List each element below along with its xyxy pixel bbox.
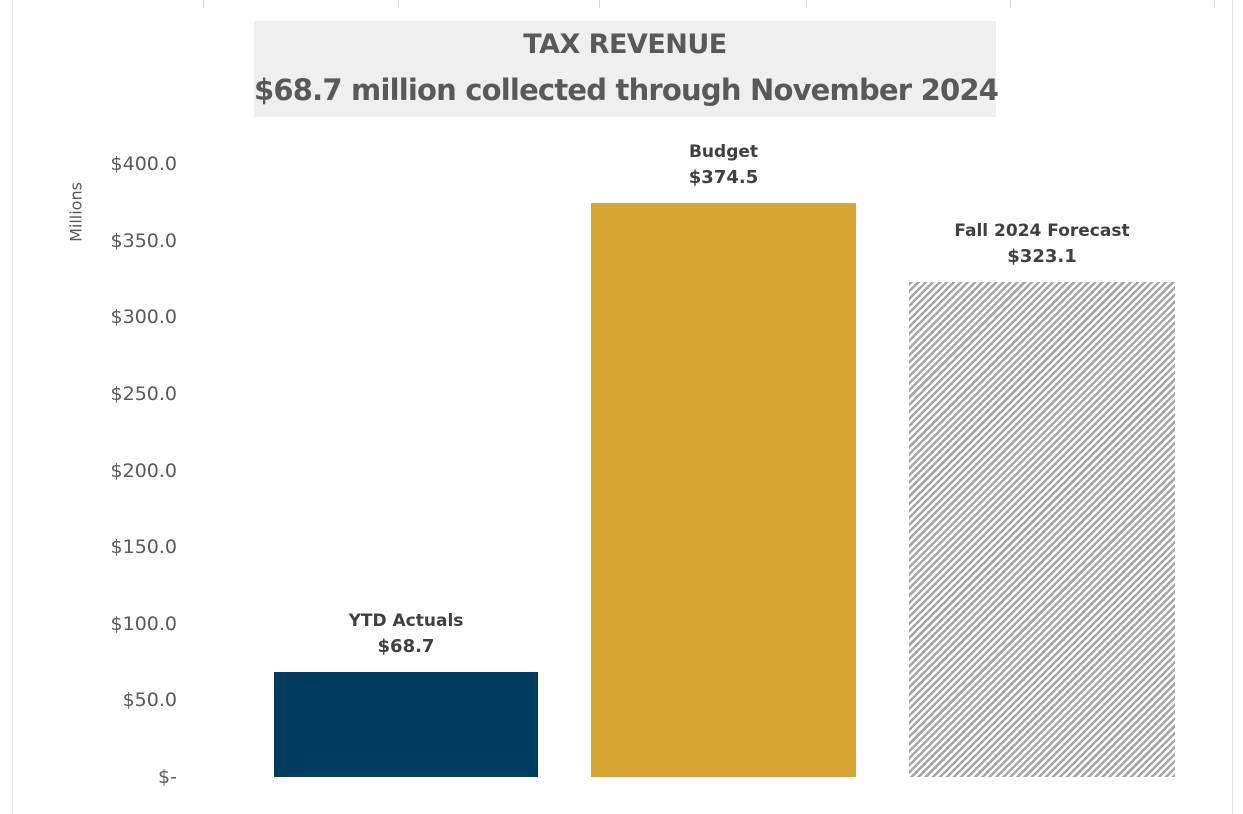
data-label: YTD Actuals $68.7 <box>349 608 464 660</box>
sheet-gridline <box>1214 0 1215 8</box>
data-label-value: $323.1 <box>1007 245 1077 267</box>
data-label-value: $374.5 <box>688 167 759 189</box>
y-tick-label: $250.0 <box>110 382 177 405</box>
data-label-category: YTD Actuals <box>348 610 464 631</box>
sheet-gridline <box>398 0 399 8</box>
bar-budget <box>591 203 856 777</box>
bar-fall-2024-forecast <box>909 281 1175 777</box>
y-tick-label: $200.0 <box>110 459 177 482</box>
sheet-gridline <box>1010 0 1011 8</box>
sheet-gridline <box>203 0 204 8</box>
data-label: Budget $374.5 <box>689 139 758 191</box>
chart-title-box: TAX REVENUE $68.7 million collected thro… <box>254 21 999 117</box>
chart-subtitle: $68.7 million collected through November… <box>254 73 999 107</box>
y-tick-label: $- <box>158 766 177 788</box>
chart-title: TAX REVENUE <box>523 29 727 60</box>
data-label: Fall 2024 Forecast $323.1 <box>954 218 1129 270</box>
y-tick-label: $100.0 <box>110 612 177 635</box>
bar-ytd-actuals <box>274 671 538 777</box>
y-tick-label: $400.0 <box>110 153 177 175</box>
data-label-category: Fall 2024 Forecast <box>954 220 1130 241</box>
y-tick-label: $350.0 <box>110 229 177 252</box>
y-tick-label: $300.0 <box>110 306 177 329</box>
cell-border-right <box>1232 0 1233 814</box>
y-tick-label: $50.0 <box>122 689 177 712</box>
data-label-category: Budget <box>688 142 759 163</box>
y-tick-label: $150.0 <box>110 536 177 559</box>
sheet-gridline <box>599 0 600 8</box>
sheet-gridline <box>806 0 807 8</box>
y-axis-title: Millions <box>66 182 86 242</box>
data-label-value: $68.7 <box>377 635 435 657</box>
cell-border-left <box>12 0 13 814</box>
